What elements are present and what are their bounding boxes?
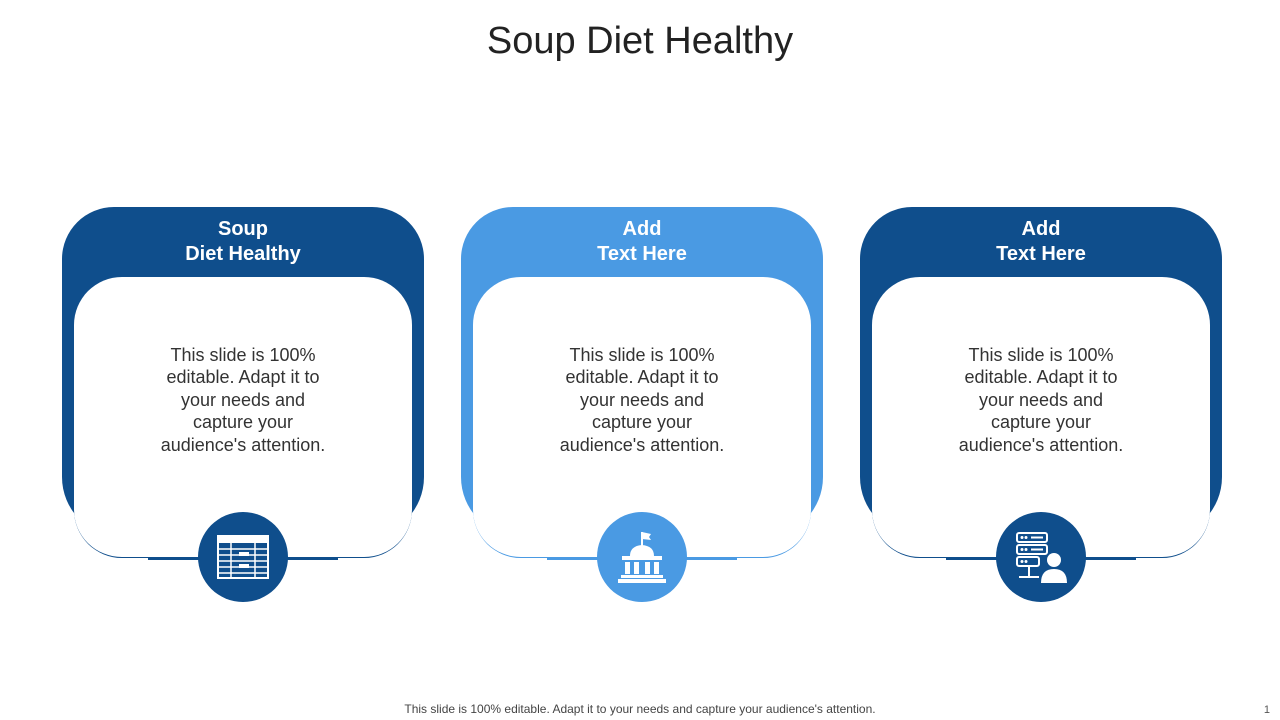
card-header: Soup Diet Healthy (62, 217, 424, 267)
card-header-line1: Soup (218, 218, 268, 240)
card-header-line2: Diet Healthy (185, 243, 301, 265)
card-body: This slide is 100% editable. Adapt it to… (74, 277, 412, 558)
card-header-line2: Text Here (996, 243, 1086, 265)
footer-note: This slide is 100% editable. Adapt it to… (404, 702, 876, 716)
card-body: This slide is 100% editable. Adapt it to… (473, 277, 811, 558)
card-1: Soup Diet Healthy This slide is 100% edi… (62, 207, 424, 607)
card-body: This slide is 100% editable. Adapt it to… (872, 277, 1210, 558)
page-number: 1 (1263, 704, 1270, 716)
card-body-text: This slide is 100% editable. Adapt it to… (958, 344, 1124, 455)
card-2: Add Text Here This slide is 100% editabl… (461, 207, 823, 607)
spreadsheet-icon (198, 512, 288, 602)
government-building-icon (597, 512, 687, 602)
card-3: Add Text Here This slide is 100% editabl… (860, 207, 1222, 607)
card-header-line1: Add (1021, 218, 1061, 240)
slide-title: Soup Diet Healthy (486, 20, 794, 62)
card-header-line2: Text Here (597, 243, 687, 265)
card-header-line1: Add (622, 218, 662, 240)
server-user-icon (996, 512, 1086, 602)
card-body-text: This slide is 100% editable. Adapt it to… (559, 344, 725, 455)
card-header: Add Text Here (461, 217, 823, 267)
card-body-text: This slide is 100% editable. Adapt it to… (160, 344, 326, 455)
card-header: Add Text Here (860, 217, 1222, 267)
